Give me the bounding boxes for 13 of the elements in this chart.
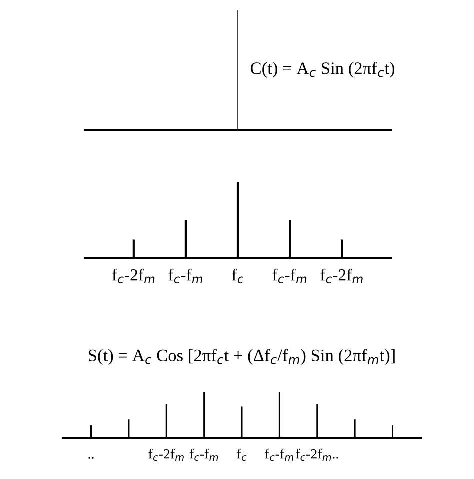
x-tick-label: f$_{c}$ (237, 448, 247, 462)
x-tick-label: f$_{c}$-2f$_{m}$.. (296, 448, 338, 462)
x-tick-label: f$_{c}$-2f$_{m}$ (320, 268, 363, 284)
x-tick-label: f$_{c}$-2f$_{m}$ (148, 448, 184, 462)
x-tick-label: f$_{c}$-f$_{m}$ (168, 268, 203, 284)
x-tick-label: .. (88, 457, 94, 459)
x-tick-label: f$_{c}$-f$_{m}$ (190, 448, 218, 462)
x-tick-label: f$_{c}$-f$_{m}$ (272, 268, 307, 284)
x-tick-label: f$_{c}$-f$_{m}$ (265, 448, 294, 462)
x-tick-label: f$_{c}$-2f$_{m}$ (112, 268, 155, 284)
x-tick-label: f$_{c}$ (232, 268, 244, 284)
chart-title: S(t) = A$_{c}$ Cos [2πf$_{c}$t + (Δf$_{c}$/f$_{m}$) Sin (2πf$_{m}$t)] (88, 349, 395, 366)
text: C(t) = A$_{c}$ Sin (2πf$_{c}$t) (250, 62, 395, 78)
